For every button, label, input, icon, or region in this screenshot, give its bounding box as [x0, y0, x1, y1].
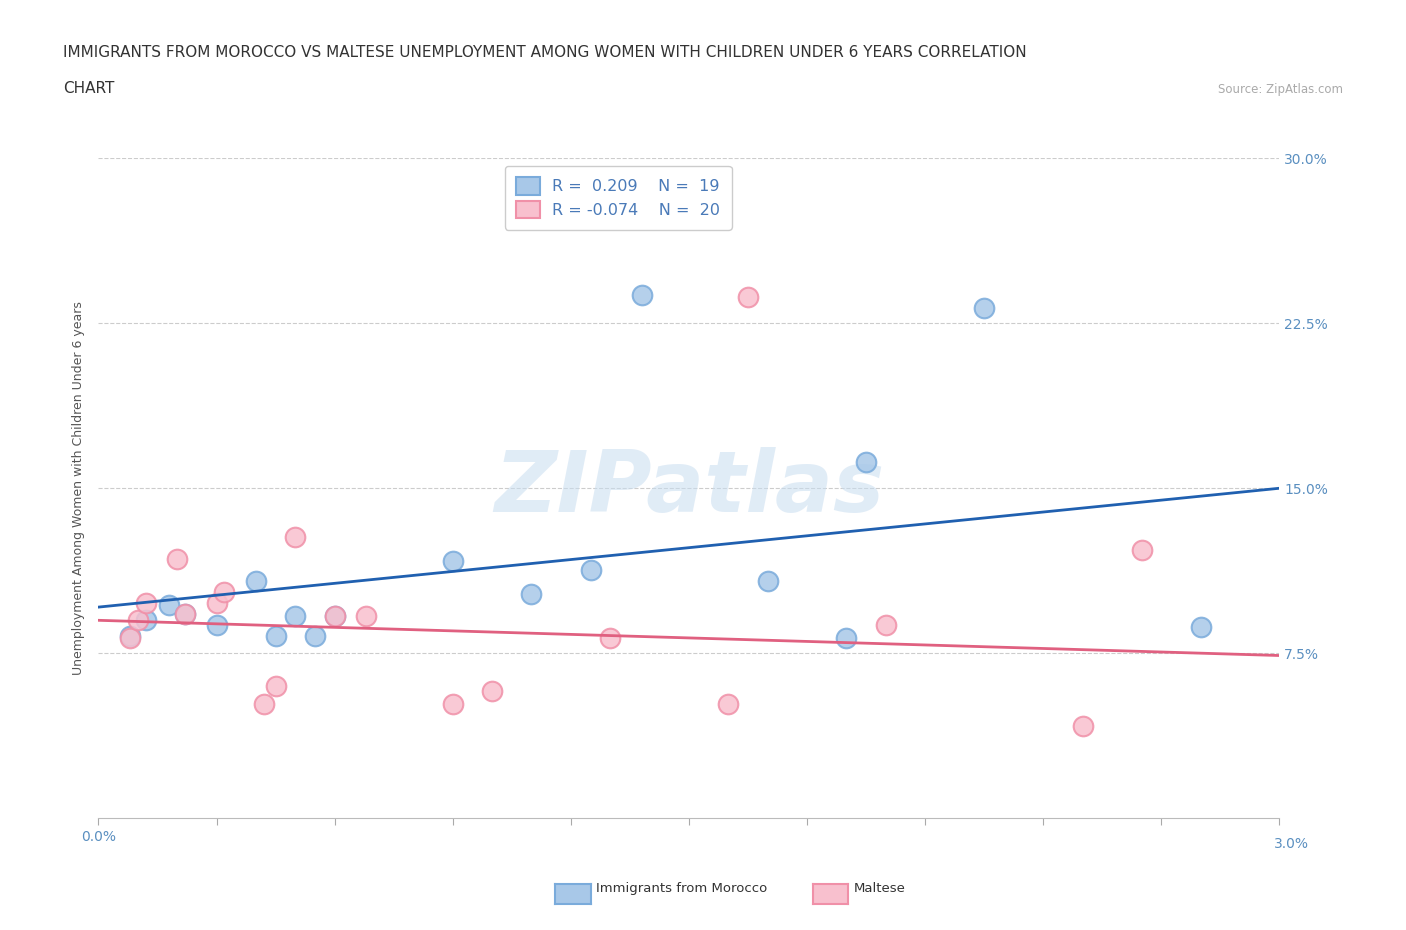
Point	[599, 631, 621, 645]
Text: Maltese: Maltese	[853, 882, 905, 895]
Point	[264, 679, 287, 694]
Point	[174, 606, 197, 621]
Text: Source: ZipAtlas.com: Source: ZipAtlas.com	[1218, 83, 1343, 96]
Point	[264, 629, 287, 644]
Y-axis label: Unemployment Among Women with Children Under 6 years: Unemployment Among Women with Children U…	[72, 301, 86, 675]
Text: 3.0%: 3.0%	[1274, 837, 1309, 852]
Point	[157, 597, 180, 612]
Point	[481, 684, 503, 698]
Point	[205, 595, 228, 610]
Point	[354, 608, 377, 623]
Point	[630, 287, 652, 302]
Legend: R =  0.209    N =  19, R = -0.074    N =  20: R = 0.209 N = 19, R = -0.074 N = 20	[505, 166, 731, 230]
Point	[756, 573, 779, 588]
Point	[1189, 619, 1212, 634]
Point	[245, 573, 267, 588]
Point	[205, 618, 228, 632]
Text: Immigrants from Morocco: Immigrants from Morocco	[596, 882, 768, 895]
Point	[835, 631, 858, 645]
Point	[127, 613, 149, 628]
Text: ZIPatlas: ZIPatlas	[494, 446, 884, 530]
Point	[135, 595, 157, 610]
Point	[441, 553, 464, 568]
Point	[323, 608, 346, 623]
Point	[579, 563, 602, 578]
Point	[118, 631, 141, 645]
Point	[284, 529, 307, 544]
Point	[520, 587, 543, 602]
Point	[135, 613, 157, 628]
Point	[304, 629, 326, 644]
Point	[973, 300, 995, 315]
Point	[118, 629, 141, 644]
Point	[1130, 542, 1153, 557]
Point	[214, 584, 236, 599]
Point	[1071, 719, 1094, 734]
Point	[855, 455, 877, 470]
Point	[166, 551, 188, 566]
Text: CHART: CHART	[63, 81, 115, 96]
Text: IMMIGRANTS FROM MOROCCO VS MALTESE UNEMPLOYMENT AMONG WOMEN WITH CHILDREN UNDER : IMMIGRANTS FROM MOROCCO VS MALTESE UNEMP…	[63, 46, 1026, 60]
Point	[737, 289, 759, 304]
Point	[253, 697, 276, 711]
Point	[174, 606, 197, 621]
Point	[323, 608, 346, 623]
Point	[717, 697, 740, 711]
Point	[441, 697, 464, 711]
Point	[875, 618, 897, 632]
Point	[284, 608, 307, 623]
